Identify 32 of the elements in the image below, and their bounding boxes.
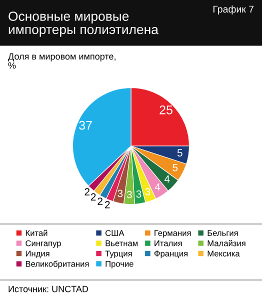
legend-label: Великобритания	[26, 260, 89, 268]
legend-label: Малайзия	[208, 240, 246, 246]
legend-label: Бельгия	[208, 230, 238, 236]
data-label: 5	[177, 149, 182, 157]
data-label: 5	[172, 164, 178, 172]
data-label: 2	[90, 193, 96, 201]
legend-label: Франция	[154, 250, 188, 258]
text: Источник: UNCTAD	[8, 286, 88, 292]
legend-label: Вьетнам	[106, 240, 138, 246]
data-label: 2	[105, 201, 110, 208]
legend-label: Мексика	[208, 250, 240, 257]
data-label: 25	[160, 105, 172, 114]
legend-label: Сингапур	[26, 240, 61, 248]
data-label: 3	[118, 190, 123, 198]
legend-label: Германия	[154, 230, 191, 238]
text: График 7	[213, 5, 254, 15]
legend-label: Турция	[105, 250, 132, 258]
legend-label: Индия	[26, 250, 50, 258]
data-label: 4	[164, 175, 170, 183]
legend-label: Италия	[154, 240, 182, 246]
data-label: 3	[136, 190, 142, 198]
chart-subtitle: Доля в мировом импорте, %	[8, 53, 116, 69]
legend-label: Китай	[26, 230, 48, 236]
data-label: 2	[84, 188, 90, 196]
data-label: 4	[154, 183, 160, 191]
legend-label: Прочие	[106, 260, 134, 268]
chart-title: Основные мировые импортеры полиэтилена	[8, 12, 158, 37]
data-label: 3	[145, 188, 150, 196]
data-label: 37	[79, 120, 92, 130]
data-label: 2	[98, 198, 102, 205]
legend-label: США	[105, 230, 124, 236]
data-label: 3	[126, 190, 132, 198]
